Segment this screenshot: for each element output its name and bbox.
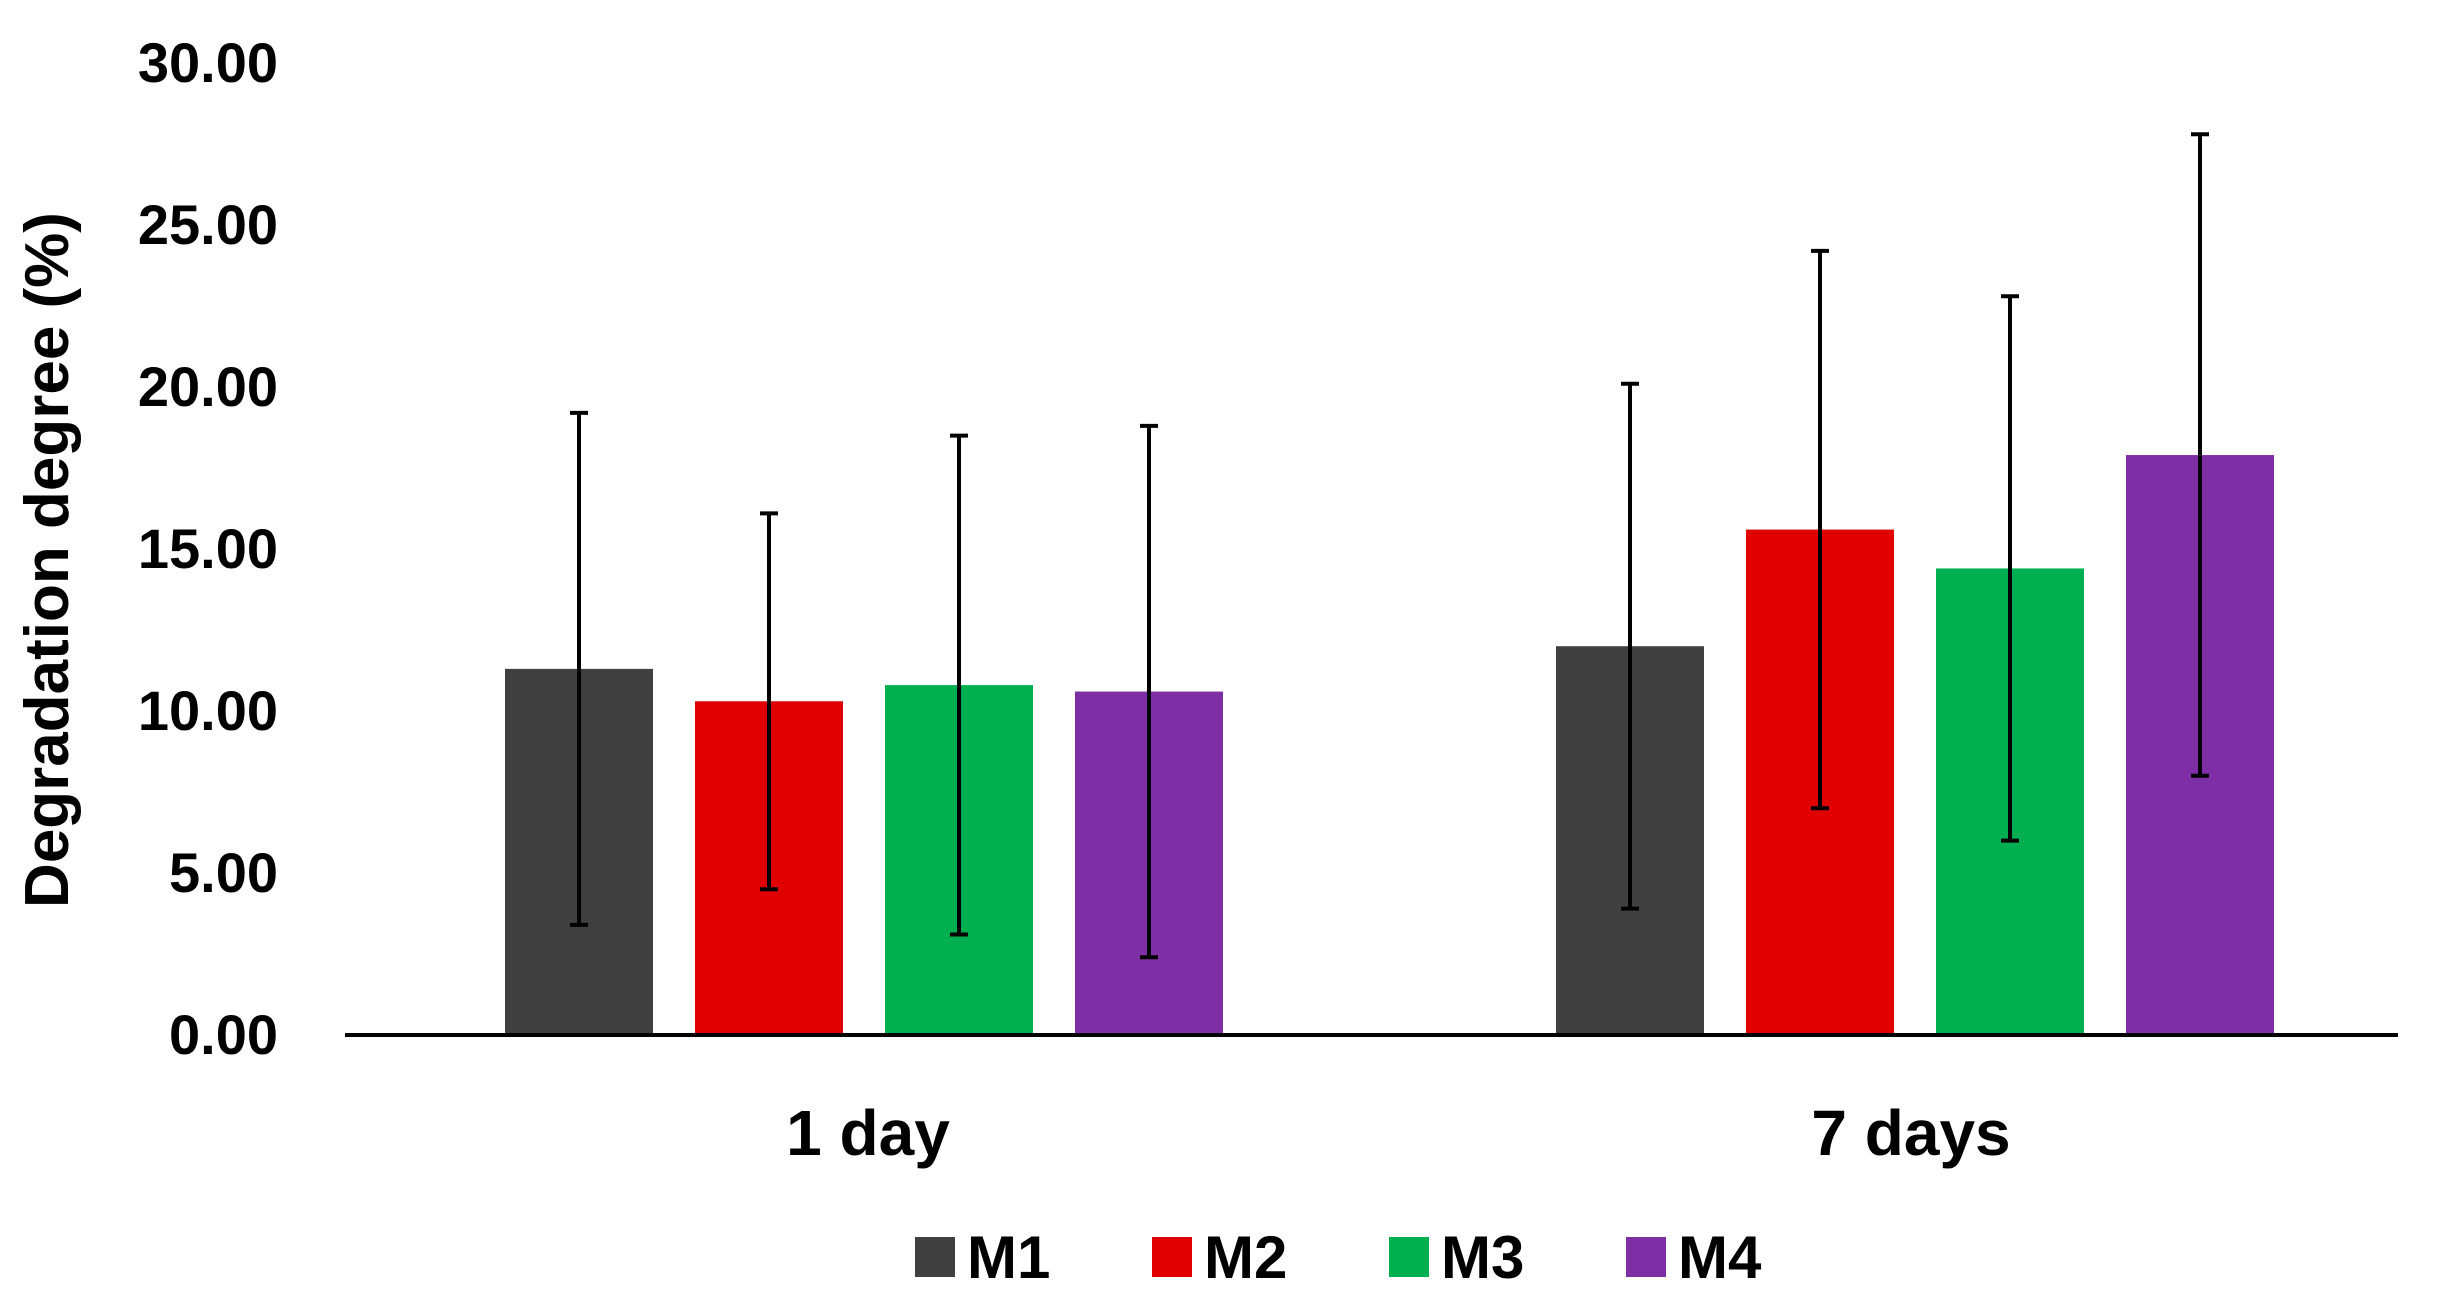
- error-bar-m3-7-days: [2001, 294, 2019, 843]
- legend-label: M3: [1441, 1224, 1524, 1291]
- y-tick-label: 5.00: [169, 841, 278, 904]
- y-tick-label: 30.00: [138, 31, 278, 94]
- legend-label: M4: [1678, 1224, 1762, 1291]
- legend-item-m1: M1: [915, 1224, 1050, 1291]
- error-bar-m4-1-day: [1140, 423, 1158, 960]
- y-tick-label: 25.00: [138, 193, 278, 256]
- y-tick-label: 10.00: [138, 679, 278, 742]
- error-bar-m4-7-days: [2191, 132, 2209, 778]
- y-axis-title: Degradation degree (%): [13, 212, 82, 908]
- legend-swatch: [1626, 1237, 1666, 1277]
- legend-label: M1: [967, 1224, 1050, 1291]
- x-category-label: 1 day: [786, 1097, 950, 1169]
- legend-swatch: [1152, 1237, 1192, 1277]
- legend-label: M2: [1204, 1224, 1287, 1291]
- legend-item-m2: M2: [1152, 1224, 1287, 1291]
- y-tick-label: 0.00: [169, 1003, 278, 1066]
- y-tick-label: 15.00: [138, 517, 278, 580]
- error-bar-m1-1-day: [570, 410, 588, 927]
- error-bar-m2-1-day: [760, 511, 778, 892]
- error-bar-m2-7-days: [1811, 248, 1829, 811]
- legend-swatch: [1389, 1237, 1429, 1277]
- legend-swatch: [915, 1237, 955, 1277]
- x-category-label: 7 days: [1811, 1097, 2010, 1169]
- error-bar-m3-1-day: [950, 433, 968, 937]
- y-tick-label: 20.00: [138, 355, 278, 418]
- error-bar-m1-7-days: [1621, 381, 1639, 911]
- legend-item-m4: M4: [1626, 1224, 1762, 1291]
- legend-item-m3: M3: [1389, 1224, 1524, 1291]
